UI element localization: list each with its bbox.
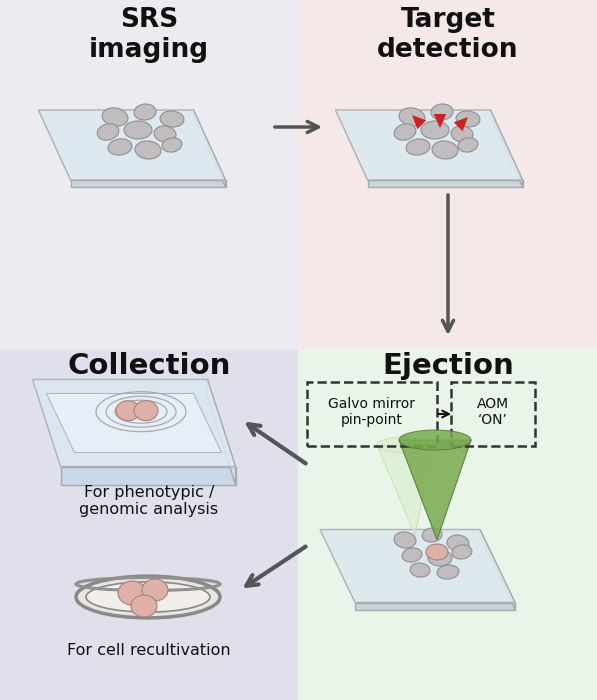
Ellipse shape: [452, 545, 472, 559]
Ellipse shape: [108, 139, 132, 155]
Ellipse shape: [456, 111, 480, 127]
Ellipse shape: [431, 104, 453, 120]
Polygon shape: [38, 110, 226, 180]
Ellipse shape: [394, 532, 416, 548]
Text: Target
detection: Target detection: [377, 7, 519, 63]
Polygon shape: [336, 110, 522, 180]
Polygon shape: [355, 603, 515, 610]
Ellipse shape: [447, 535, 469, 551]
Ellipse shape: [426, 544, 448, 560]
Ellipse shape: [410, 563, 430, 577]
Text: For phenotypic /
genomic analysis: For phenotypic / genomic analysis: [79, 485, 219, 517]
Text: SRS
imaging: SRS imaging: [89, 7, 209, 63]
Ellipse shape: [377, 437, 433, 453]
Ellipse shape: [451, 126, 473, 142]
Polygon shape: [32, 379, 235, 466]
Bar: [298, 350, 597, 700]
Ellipse shape: [406, 139, 430, 155]
Polygon shape: [47, 393, 221, 452]
Ellipse shape: [428, 550, 452, 566]
Ellipse shape: [422, 528, 442, 542]
Ellipse shape: [86, 582, 210, 612]
Ellipse shape: [162, 138, 182, 152]
Ellipse shape: [97, 124, 119, 140]
Polygon shape: [208, 379, 235, 484]
Ellipse shape: [135, 141, 161, 159]
Polygon shape: [480, 529, 515, 610]
Polygon shape: [70, 180, 226, 187]
Polygon shape: [193, 110, 226, 187]
Ellipse shape: [102, 108, 128, 126]
Polygon shape: [433, 114, 447, 128]
Bar: [0, 350, 298, 700]
Polygon shape: [399, 440, 471, 540]
Ellipse shape: [116, 400, 140, 421]
Text: AOM
‘ON’: AOM ‘ON’: [477, 397, 509, 427]
Polygon shape: [491, 110, 522, 187]
Bar: [298, 0, 597, 350]
Ellipse shape: [399, 430, 471, 450]
Ellipse shape: [432, 141, 458, 159]
Text: Ejection: Ejection: [382, 352, 514, 380]
Ellipse shape: [402, 548, 422, 562]
Ellipse shape: [134, 104, 156, 120]
Bar: [0, 0, 298, 350]
Ellipse shape: [399, 108, 425, 126]
Polygon shape: [60, 466, 235, 484]
Ellipse shape: [394, 124, 416, 140]
Ellipse shape: [76, 576, 220, 618]
Ellipse shape: [134, 400, 158, 421]
Ellipse shape: [142, 579, 168, 601]
Polygon shape: [320, 529, 515, 603]
Ellipse shape: [131, 595, 157, 617]
Ellipse shape: [458, 138, 478, 152]
Text: Collection: Collection: [67, 352, 230, 380]
Text: Galvo mirror
pin-point: Galvo mirror pin-point: [328, 397, 416, 427]
Ellipse shape: [154, 126, 176, 142]
Ellipse shape: [437, 565, 459, 579]
Text: For cell recultivation: For cell recultivation: [67, 643, 231, 658]
Polygon shape: [368, 180, 522, 187]
Ellipse shape: [421, 121, 449, 139]
Ellipse shape: [124, 121, 152, 139]
Polygon shape: [377, 445, 433, 535]
Polygon shape: [412, 115, 426, 130]
Polygon shape: [454, 117, 468, 131]
Ellipse shape: [118, 581, 146, 605]
Ellipse shape: [160, 111, 184, 127]
